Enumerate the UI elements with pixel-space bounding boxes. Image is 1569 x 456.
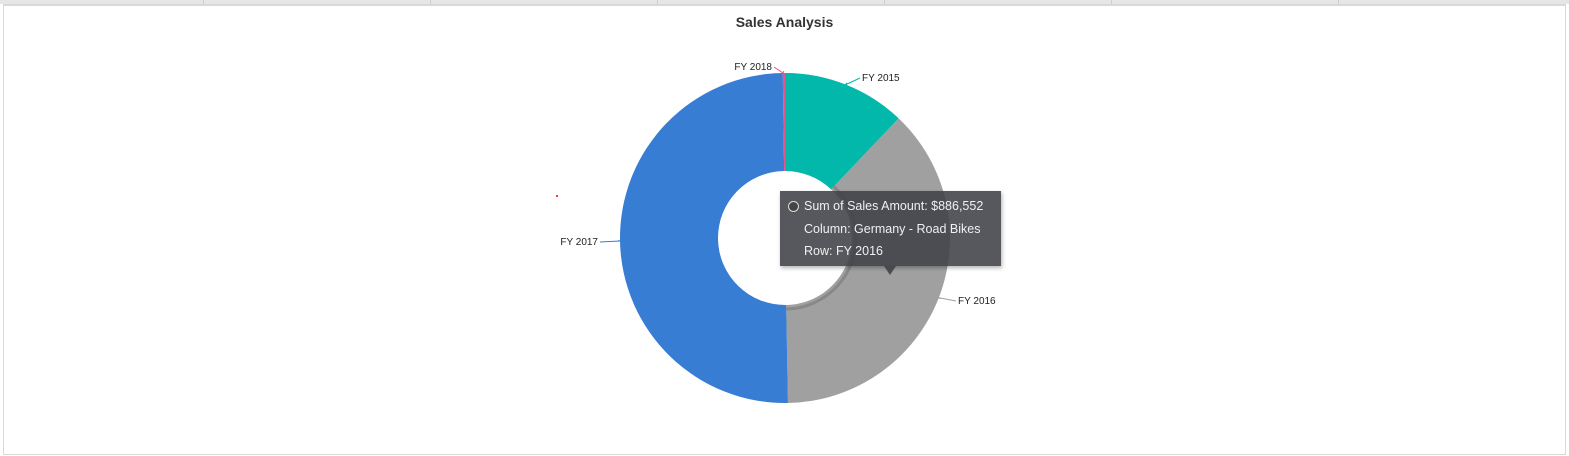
leader-line	[773, 66, 785, 74]
tooltip: Sum of Sales Amount: $886,552 Column: Ge…	[780, 191, 1001, 275]
marker-dot	[556, 195, 558, 197]
tooltip-column: Column: Germany - Road Bikes	[804, 222, 981, 236]
data-label: FY 2016	[958, 296, 996, 307]
chart-title: Sales Analysis	[735, 14, 834, 30]
leader-line	[599, 240, 621, 243]
slice-fy-2017[interactable]	[619, 73, 788, 404]
data-label: FY 2015	[862, 73, 900, 84]
top-column-strip	[0, 0, 1569, 4]
tooltip-row: Row: FY 2016	[804, 244, 883, 258]
data-label: FY 2018	[734, 62, 772, 73]
leader-line	[934, 296, 957, 302]
tooltip-value: Sum of Sales Amount: $886,552	[804, 199, 984, 213]
leader-line	[844, 77, 861, 86]
tooltip-pointer	[884, 266, 896, 275]
series-circle-icon	[788, 201, 799, 212]
slice-fy-2018[interactable]	[782, 73, 785, 172]
data-label: FY 2017	[560, 237, 598, 248]
slice-fy-2015[interactable]	[785, 73, 899, 190]
